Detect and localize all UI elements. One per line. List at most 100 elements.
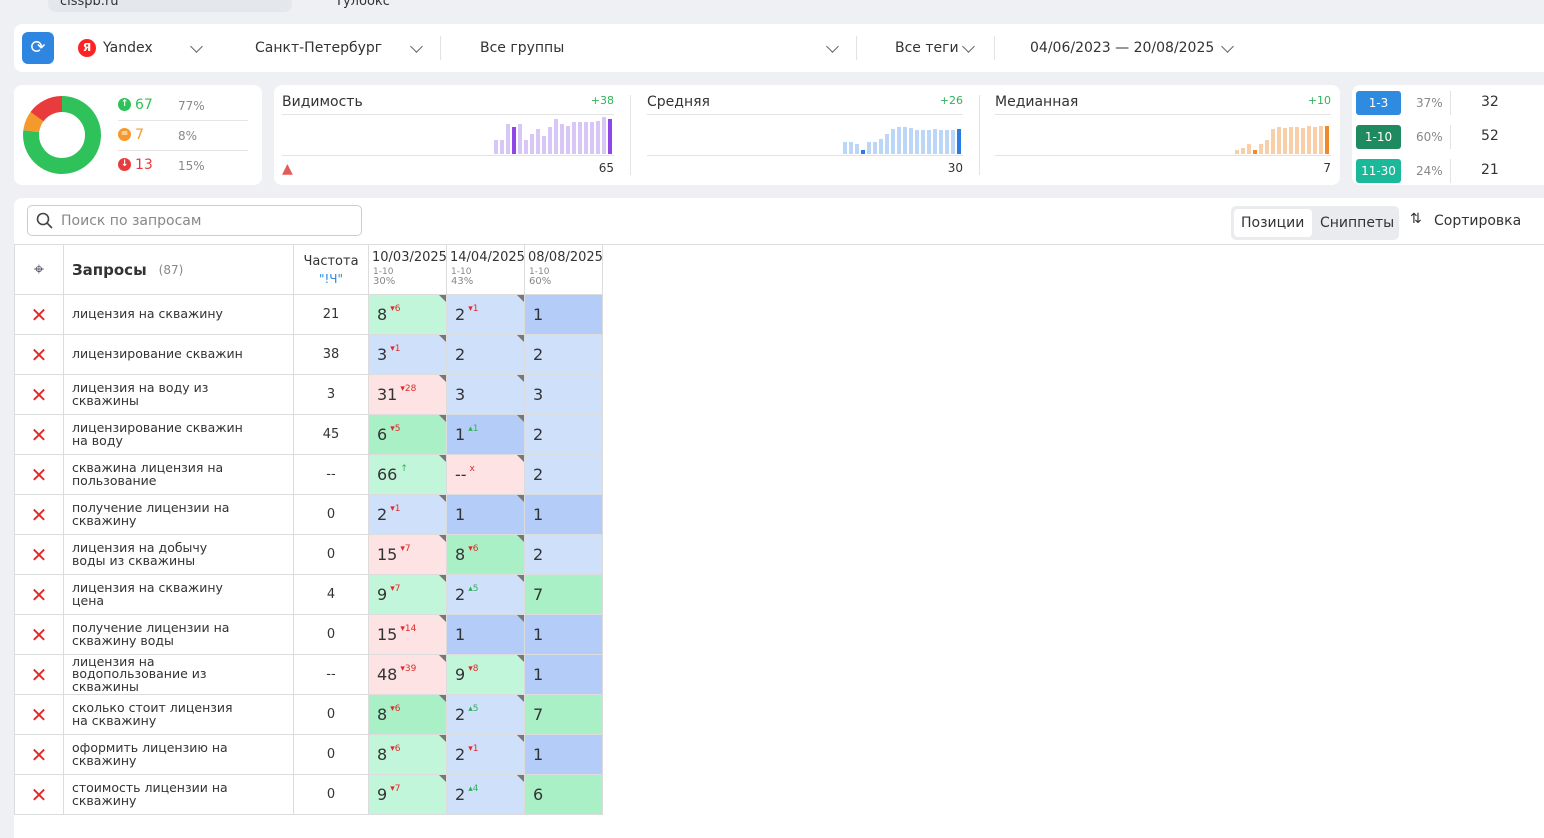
search-input[interactable]: Поиск по запросам [27,205,362,236]
spark-bar [1295,127,1299,154]
frequency: 45 [322,427,340,442]
corner-marker [439,695,446,702]
position-cell: 7 [525,575,603,615]
dates[interactable]: 04/06/2023 — 20/08/2025 [1030,40,1215,56]
position: 3 [533,385,544,404]
remove-icon[interactable]: ✕ [30,662,48,687]
corner-marker [439,495,446,502]
metric-title: Видимость [282,94,363,110]
position-cell: 3 [447,375,525,415]
row-cell: лицензия на скважину цена [64,575,294,615]
frequency: 4 [326,587,336,602]
remove-icon[interactable]: ✕ [30,702,48,727]
groups[interactable]: Все группы [480,40,565,56]
date-range: 1-10 [373,267,394,277]
position-cell: 15 ▾14 [369,615,447,655]
position-delta: ▾8 [468,663,479,674]
region[interactable]: Санкт-Петербург [255,40,383,56]
site-select[interactable]: cisspb.ru [48,0,292,12]
query: скважина лицензия на пользование [72,460,224,488]
row-cell: ✕ [14,535,64,575]
tags[interactable]: Все теги [895,40,959,56]
position-delta: ▾1 [390,343,401,354]
position-delta: ▴4 [468,783,479,794]
spark-bar [584,122,588,154]
row-cell: 4 [294,575,369,615]
remove-icon[interactable]: ✕ [30,582,48,607]
row-cell: 0 [294,535,369,575]
corner-marker [517,495,524,502]
position: 9 [455,665,466,684]
position: 1 [455,425,466,444]
remove-icon[interactable]: ✕ [30,542,48,567]
spark-bar [1277,127,1281,154]
remove-icon[interactable]: ✕ [30,462,48,487]
remove-icon[interactable]: ✕ [30,502,48,527]
position: 3 [377,345,388,364]
position-cell: 31 ▾28 [369,375,447,415]
spark-bar [867,142,871,154]
remove-icon[interactable]: ✕ [30,302,48,327]
corner-marker [517,655,524,662]
spark-bar [909,128,913,154]
row-cell: ✕ [14,575,64,615]
spark-bar [1307,126,1311,154]
date-range: 1-10 [451,267,472,277]
spark-bar [524,140,528,154]
position-cell: 2 [447,335,525,375]
query: лицензия на водопользование из скважины [72,653,207,694]
position-cell: 1 [525,735,603,775]
date-share: 43% [451,276,474,287]
page: cisspb.ru Тулбокс ⟳ Я Yandex Санкт-Петер… [14,0,1544,838]
metric-line [282,155,614,156]
row-cell: 0 [294,615,369,655]
position-cell: 7 [525,695,603,735]
range-badge: 1-3 [1356,91,1401,115]
tab-snippets[interactable]: Сниппеты [1320,215,1395,231]
position: 2 [455,745,466,764]
position-delta: x [469,463,475,474]
position: 2 [533,465,544,484]
status-count: 7 [135,127,144,143]
row-cell: получение лицензии на скважину воды [64,615,294,655]
range-badge: 11-30 [1356,159,1401,183]
position: 1 [533,625,544,644]
row-cell: 45 [294,415,369,455]
header-cell: Запросы (87) [64,245,294,295]
spark-bar [891,129,895,154]
frequency: 0 [326,787,336,802]
engine[interactable]: Yandex [103,40,153,56]
corner-marker [439,295,446,302]
row-cell: лицензия на воду из скважины [64,375,294,415]
refresh-button[interactable]: ⟳ [22,32,54,64]
position-cell: 3 ▾1 [369,335,447,375]
toolbox[interactable]: Тулбокс [335,0,390,9]
corner-marker [439,415,446,422]
corner-marker [439,375,446,382]
remove-icon[interactable]: ✕ [30,782,48,807]
position-delta: ▾1 [390,503,401,514]
tab-positions[interactable]: Позиции [1241,215,1305,231]
row-cell: 21 [294,295,369,335]
corner-marker [517,735,524,742]
position-cell: 1 [447,495,525,535]
remove-icon[interactable]: ✕ [30,382,48,407]
position: 7 [533,585,544,604]
sort[interactable]: Сортировка [1434,213,1522,229]
corner-marker [439,335,446,342]
query: лицензия на скважину [72,306,223,322]
frequency: -- [326,467,336,482]
metric-title: Средняя [647,94,710,110]
remove-icon[interactable]: ✕ [30,742,48,767]
remove-icon[interactable]: ✕ [30,342,48,367]
query: лицензия на скважину цена [72,580,223,608]
frequency: 0 [326,747,336,762]
spark-bar [608,119,612,154]
position: 2 [533,545,544,564]
remove-icon[interactable]: ✕ [30,422,48,447]
remove-icon[interactable]: ✕ [30,622,48,647]
metric-value: 30 [947,161,963,175]
range-share: 24% [1416,164,1443,178]
status-share: 15% [178,159,205,173]
position-delta: ▾7 [390,783,401,794]
